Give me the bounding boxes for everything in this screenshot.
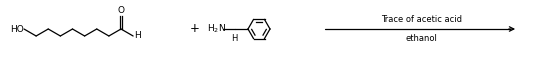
Text: ethanol: ethanol — [405, 34, 437, 43]
Text: Trace of acetic acid: Trace of acetic acid — [381, 15, 462, 24]
Text: H$_2$N: H$_2$N — [207, 23, 226, 35]
Text: +: + — [190, 22, 200, 36]
Text: H: H — [231, 34, 237, 43]
Text: H: H — [134, 32, 141, 40]
Text: O: O — [117, 6, 124, 15]
Text: HO: HO — [10, 24, 23, 34]
